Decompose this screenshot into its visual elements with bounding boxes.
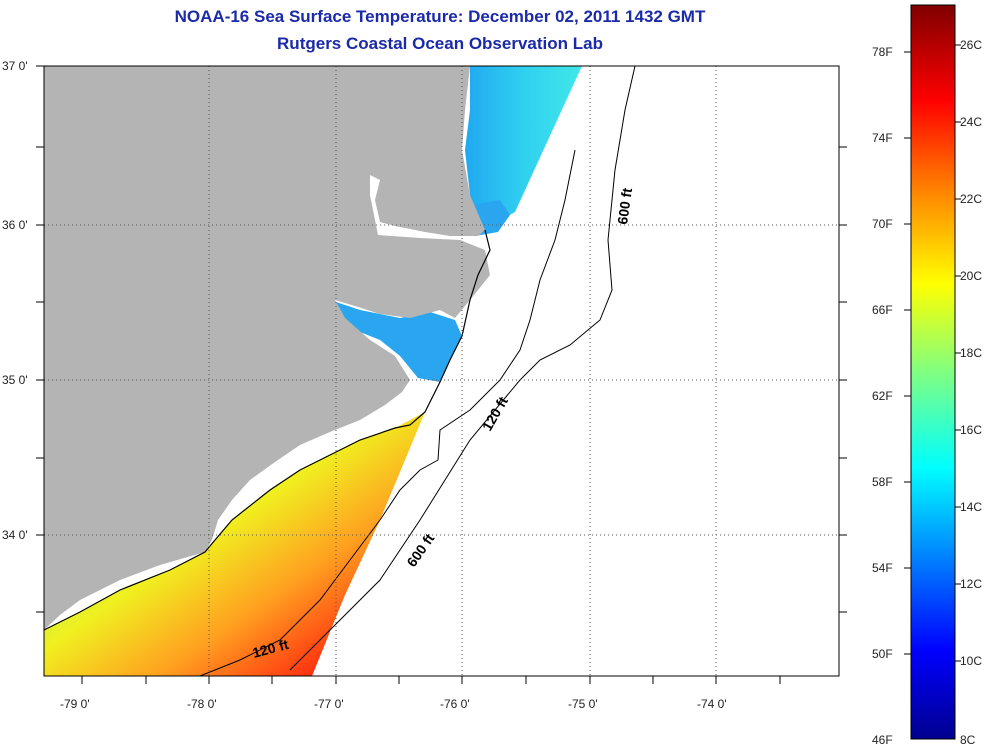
colorbar-c-label: 20C — [960, 269, 983, 283]
lon-label-77: -77 0' — [314, 697, 344, 711]
plot-frame — [43, 65, 840, 677]
colorbar-gradient — [910, 4, 956, 740]
lat-label-34: 34 0' — [2, 528, 28, 542]
lon-label-75: -75 0' — [568, 697, 598, 711]
colorbar-f-label: 62F — [872, 389, 893, 403]
lon-label-76: -76 0' — [440, 697, 470, 711]
lat-label-35: 35 0' — [2, 373, 28, 387]
lat-label-36: 36 0' — [2, 218, 28, 232]
isobath-600ft-south — [289, 379, 521, 671]
lon-label-74: -74 0' — [697, 697, 727, 711]
y-axis-ticks — [36, 65, 847, 613]
colorbar-f-label: 54F — [872, 561, 893, 575]
colorbar-c-label: 22C — [960, 192, 983, 206]
isobath-600ft-north — [519, 66, 636, 381]
land-mass — [44, 66, 490, 630]
lat-label-37: 37 0' — [2, 59, 28, 73]
lat-lon-grid — [44, 66, 839, 676]
map-title: NOAA-16 Sea Surface Temperature: Decembe… — [174, 7, 706, 26]
map-subtitle: Rutgers Coastal Ocean Observation Lab — [277, 34, 603, 53]
colorbar-c-label: 26C — [960, 38, 983, 52]
colorbar-c-label: 12C — [960, 577, 983, 591]
colorbar-c-label: 14C — [960, 500, 983, 514]
colorbar-c-label: 16C — [960, 423, 983, 437]
x-axis-ticks — [81, 676, 781, 684]
colorbar-f-label: 66F — [872, 303, 893, 317]
colorbar-ticks — [904, 44, 961, 662]
colorbar-f-label: 46F — [872, 733, 893, 747]
sst-swath-north — [465, 66, 582, 232]
isobath-label-600ft-north: 600 ft — [614, 187, 635, 226]
lon-label-78: -78 0' — [187, 697, 217, 711]
colorbar-c-label: 24C — [960, 115, 983, 129]
colorbar-f-label: 78F — [872, 45, 893, 59]
colorbar-c-label: 8C — [960, 733, 976, 747]
colorbar-f-label: 50F — [872, 647, 893, 661]
pamlico-sound — [330, 300, 462, 382]
colorbar-f-label: 58F — [872, 475, 893, 489]
lon-label-79: -79 0' — [60, 697, 90, 711]
colorbar-c-label: 10C — [960, 654, 983, 668]
isobath-120ft — [199, 149, 576, 676]
coastline — [44, 229, 491, 631]
colorbar-f-label: 70F — [872, 217, 893, 231]
colorbar-c-label: 18C — [960, 346, 983, 360]
sst-swath-south — [44, 412, 425, 676]
colorbar-f-label: 74F — [872, 131, 893, 145]
